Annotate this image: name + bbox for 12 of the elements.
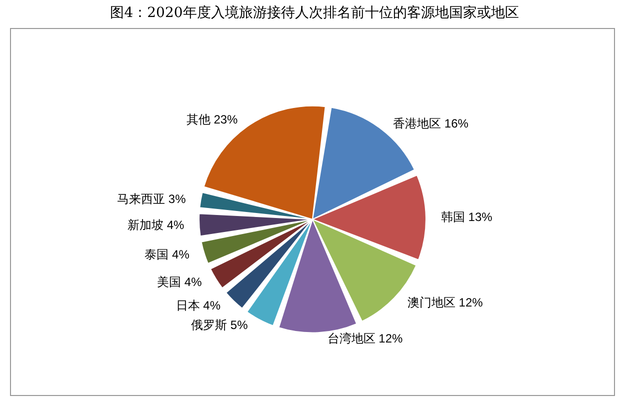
slice-label: 香港地区 16%	[393, 116, 469, 131]
slice-label: 俄罗斯 5%	[191, 318, 248, 332]
slice-label: 其他 23%	[186, 112, 238, 127]
slice-label: 澳门地区 12%	[407, 295, 484, 310]
chart-title: 图4：2020年度入境旅游接待人次排名前十位的客源地国家或地区	[109, 4, 520, 22]
slice-label: 新加坡 4%	[127, 218, 185, 232]
slice-label: 韩国 13%	[440, 210, 493, 224]
slice-label: 马来西亚 3%	[117, 192, 186, 206]
slice-label: 泰国 4%	[144, 248, 190, 262]
slice-label: 美国 4%	[157, 274, 202, 289]
slice-label: 日本 4%	[176, 298, 221, 312]
slice-label: 台湾地区 12%	[327, 332, 404, 346]
